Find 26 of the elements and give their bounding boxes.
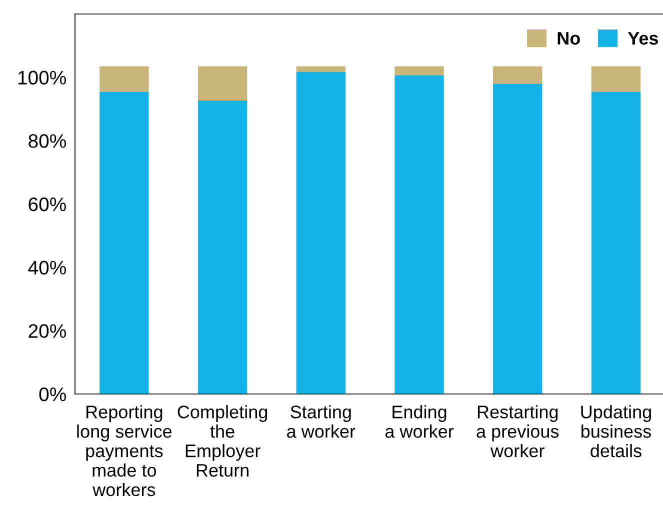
legend-label: Yes (628, 32, 658, 45)
bar (198, 100, 248, 394)
y-tick-label: 40% (28, 260, 66, 275)
bar (198, 66, 248, 100)
y-tick-label: 60% (28, 197, 66, 212)
bar (591, 92, 641, 394)
bar (100, 66, 149, 92)
bar (296, 72, 346, 394)
bar (296, 66, 346, 72)
bar (100, 92, 149, 394)
y-tick-label: 0% (39, 387, 66, 402)
x-tick-label: Starting a worker (287, 405, 356, 438)
bar (493, 84, 542, 394)
bar (493, 66, 542, 84)
x-tick-label: Updating business details (581, 405, 651, 458)
x-tick-label: Ending a worker (385, 405, 454, 438)
bar (394, 66, 444, 76)
y-tick-label: 100% (18, 70, 66, 85)
y-tick-label: 20% (28, 324, 66, 338)
bar (591, 66, 641, 92)
bar (394, 75, 444, 394)
x-tick-label: Reporting long service payments made to workers (77, 405, 172, 496)
y-tick-label: 80% (28, 134, 66, 148)
legend-label: No (558, 32, 580, 45)
x-tick-label: Restarting a previous worker (476, 405, 559, 458)
x-tick-label: Completing the Employer Return (178, 405, 268, 477)
